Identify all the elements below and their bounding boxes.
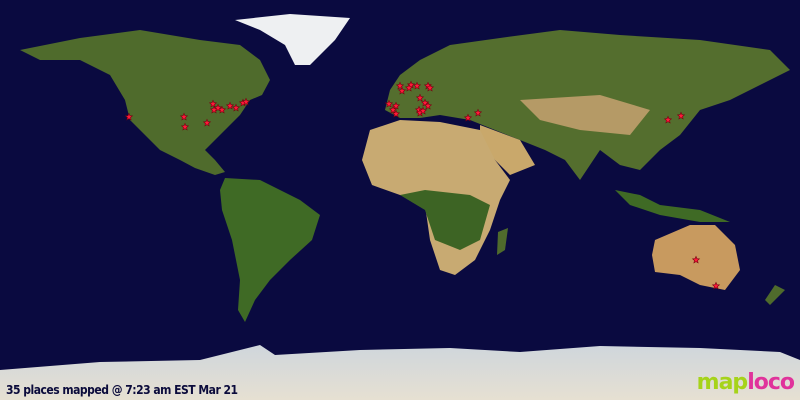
- madagascar: [497, 228, 508, 255]
- antarctica: [0, 345, 800, 400]
- place-marker-star-icon[interactable]: [180, 122, 190, 131]
- place-marker-star-icon[interactable]: [391, 101, 401, 110]
- asia-desert: [520, 95, 650, 135]
- logo-loco-text: loco: [747, 370, 795, 395]
- place-markers: [124, 80, 721, 290]
- place-marker-star-icon[interactable]: [124, 112, 134, 121]
- logo-map-text: map: [696, 370, 749, 395]
- place-marker-star-icon[interactable]: [691, 255, 701, 264]
- place-marker-star-icon[interactable]: [384, 99, 394, 108]
- southeast-asia-islands: [615, 190, 730, 222]
- greenland: [235, 14, 350, 65]
- place-marker-star-icon[interactable]: [711, 281, 721, 290]
- place-marker-star-icon[interactable]: [404, 83, 414, 92]
- place-marker-star-icon[interactable]: [418, 106, 428, 115]
- place-marker-star-icon[interactable]: [425, 83, 435, 92]
- place-marker-star-icon[interactable]: [395, 81, 405, 90]
- place-marker-star-icon[interactable]: [208, 99, 218, 108]
- continents: [0, 14, 800, 400]
- place-marker-star-icon[interactable]: [225, 101, 235, 110]
- maploco-logo[interactable]: maploco: [696, 370, 795, 395]
- place-marker-star-icon[interactable]: [202, 118, 212, 127]
- place-marker-star-icon[interactable]: [415, 93, 425, 102]
- place-marker-star-icon[interactable]: [241, 97, 251, 106]
- place-marker-star-icon[interactable]: [179, 112, 189, 121]
- central-africa-forest: [400, 190, 490, 250]
- new-zealand: [765, 285, 785, 305]
- place-marker-star-icon[interactable]: [663, 115, 673, 124]
- place-marker-star-icon[interactable]: [213, 103, 223, 112]
- place-marker-star-icon[interactable]: [412, 81, 422, 90]
- place-marker-star-icon[interactable]: [676, 111, 686, 120]
- place-marker-star-icon[interactable]: [391, 109, 401, 118]
- north-america: [20, 30, 270, 175]
- south-america: [220, 178, 320, 322]
- place-marker-star-icon[interactable]: [397, 86, 407, 95]
- place-marker-star-icon[interactable]: [388, 105, 398, 114]
- arabia-desert: [480, 125, 535, 175]
- place-marker-star-icon[interactable]: [423, 101, 433, 110]
- place-marker-star-icon[interactable]: [473, 108, 483, 117]
- place-marker-star-icon[interactable]: [231, 103, 241, 112]
- places-mapped-caption: 35 places mapped @ 7:23 am EST Mar 21: [6, 383, 238, 397]
- place-marker-star-icon[interactable]: [463, 113, 473, 122]
